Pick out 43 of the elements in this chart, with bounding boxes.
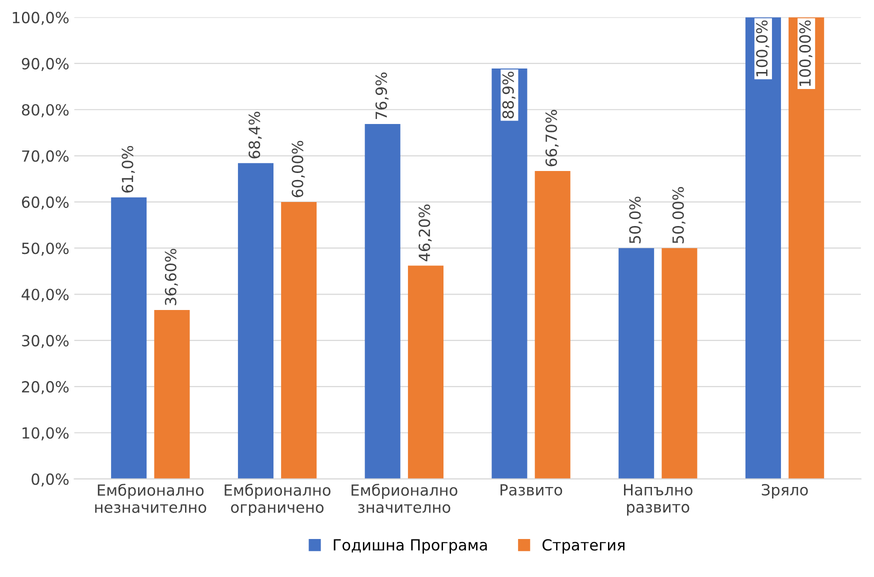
bar: [111, 197, 147, 479]
bar: [408, 266, 444, 479]
y-tick-label: 20,0%: [22, 381, 69, 394]
y-tick-label: 80,0%: [22, 104, 69, 118]
bar: [534, 171, 570, 479]
legend-label: Стратегия: [542, 539, 624, 554]
x-tick-label: Зряло: [762, 484, 808, 499]
y-tick-label: 90,0%: [22, 58, 69, 72]
y-tick-label: 30,0%: [22, 334, 69, 348]
bar: [492, 68, 528, 479]
y-tick-label: 70,0%: [22, 150, 69, 164]
bar: [154, 310, 190, 479]
y-tick-label: 60,0%: [22, 196, 69, 210]
x-tick-label: Развито: [500, 484, 562, 496]
y-tick-label: 100,0%: [12, 12, 69, 25]
data-label: 76,9%: [375, 72, 389, 119]
bar: [788, 17, 824, 479]
data-label: 66,70%: [545, 110, 559, 166]
data-label: 100,0%: [756, 20, 770, 76]
y-tick-label: 0,0%: [32, 473, 69, 486]
data-label: 100,00%: [799, 20, 812, 86]
data-label: 61,0%: [122, 146, 135, 193]
x-tick-label: Ембрионално незначително: [95, 484, 206, 513]
x-tick-label: Ембрионално значително: [352, 484, 458, 513]
bar: [745, 17, 781, 479]
data-label: 50,0%: [629, 196, 642, 244]
data-label: 88,9%: [502, 72, 516, 118]
data-label: 46,20%: [418, 204, 432, 262]
data-label: 50,00%: [672, 187, 686, 244]
y-tick-label: 40,0%: [22, 288, 69, 302]
bar: [238, 163, 274, 479]
data-label: 68,4%: [248, 112, 262, 158]
bar: [364, 124, 400, 479]
data-label: 36,60%: [164, 248, 178, 306]
x-tick-label: Напълно развито: [624, 484, 692, 516]
x-tick-label: Ембрионално ограничено: [224, 484, 330, 516]
data-label: 60,00%: [292, 140, 305, 198]
bar: [281, 202, 317, 479]
bar: [618, 248, 654, 479]
legend-label: Годишна Програма: [334, 539, 487, 554]
y-tick-label: 10,0%: [22, 427, 69, 440]
y-tick-label: 50,0%: [22, 242, 69, 256]
bar: [662, 248, 698, 479]
